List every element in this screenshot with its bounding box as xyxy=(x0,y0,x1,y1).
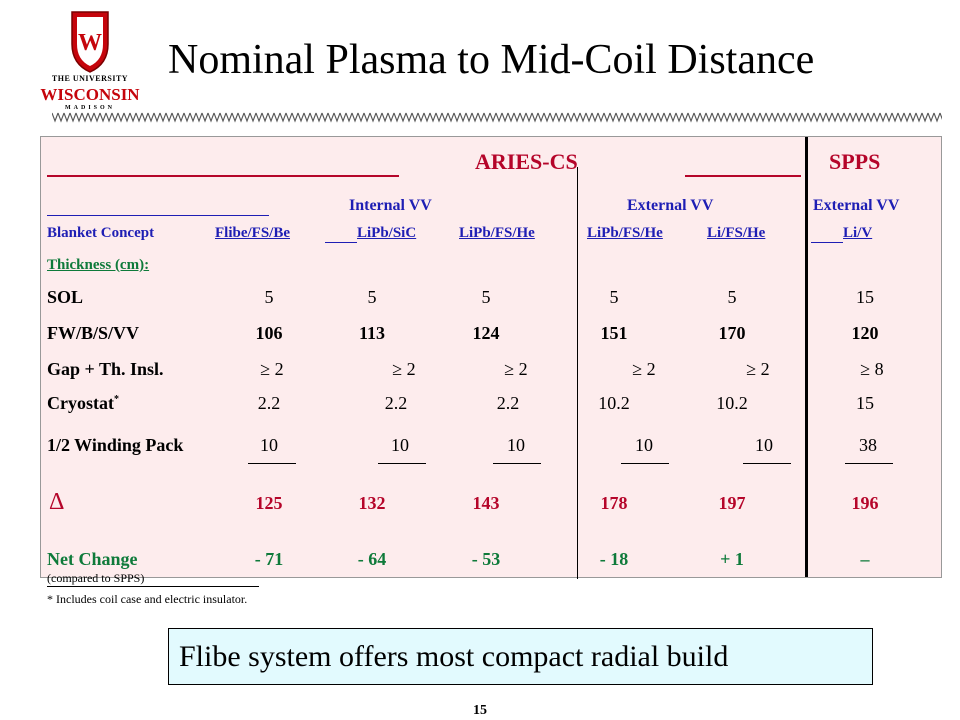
subheader-underline xyxy=(47,215,269,216)
blanket-4: LiPb/FS/He xyxy=(587,225,663,241)
row-label-sol: SOL xyxy=(47,287,84,307)
divider-internal-external xyxy=(577,167,578,579)
header-underline-left xyxy=(47,175,399,177)
footnote: * Includes coil case and electric insula… xyxy=(47,592,248,606)
crest-icon: W xyxy=(71,11,109,73)
sol-value: 15 xyxy=(856,287,874,307)
subheader-external-vv-spps: External VV xyxy=(813,197,900,214)
net-change-label: Net Change xyxy=(47,549,138,569)
net-change-note-text: (compared to SPPS) xyxy=(47,571,259,587)
header-aries-cs: ARIES-CS xyxy=(475,149,578,174)
gap-value: ≥ 2 xyxy=(632,359,656,379)
header-spps: SPPS xyxy=(829,149,881,174)
header-underline-mid xyxy=(685,175,801,177)
sol-value: 5 xyxy=(481,287,491,307)
fw-value: 113 xyxy=(358,323,385,343)
net-change-value: + 1 xyxy=(720,549,744,569)
winding-value: 10 xyxy=(391,435,409,455)
cryostat-value: 10.2 xyxy=(716,393,748,413)
cryostat-footnote-mark: * xyxy=(113,394,119,405)
university-logo: W THE UNIVERSITY WISCONSIN MADISON xyxy=(40,8,140,111)
net-change-value: - 64 xyxy=(357,549,387,569)
thickness-label: Thickness (cm): xyxy=(47,257,150,273)
delta-value: 196 xyxy=(851,493,879,513)
cryostat-value: 2.2 xyxy=(257,393,281,413)
divider-aries-spps xyxy=(805,137,808,577)
logo-line2: WISCONSIN xyxy=(40,85,140,104)
logo-line3: MADISON xyxy=(64,105,115,111)
cryostat-label-text: Cryostat xyxy=(47,393,114,413)
winding-value: 10 xyxy=(507,435,525,455)
blanket-underline-gap1 xyxy=(325,242,357,243)
sum-line xyxy=(378,463,426,464)
cryostat-value: 15 xyxy=(856,393,874,413)
sum-line xyxy=(743,463,791,464)
sol-value: 5 xyxy=(609,287,619,307)
fw-value: 124 xyxy=(472,323,500,343)
row-label-cryostat: Cryostat* xyxy=(47,393,119,414)
blanket-underline-gap2 xyxy=(811,242,843,243)
page-title: Nominal Plasma to Mid-Coil Distance xyxy=(168,37,815,83)
sum-line xyxy=(621,463,669,464)
net-change-value: – xyxy=(860,549,870,569)
gap-value: ≥ 2 xyxy=(392,359,416,379)
sol-value: 5 xyxy=(367,287,377,307)
net-change-note: (compared to SPPS) xyxy=(47,571,259,587)
blanket-6: Li/V xyxy=(843,225,873,241)
winding-value: 10 xyxy=(635,435,653,455)
winding-value: 10 xyxy=(260,435,278,455)
cryostat-value: 10.2 xyxy=(598,393,630,413)
sum-line xyxy=(493,463,541,464)
blanket-concept-label: Blanket Concept xyxy=(47,225,155,241)
net-change-value: - 18 xyxy=(599,549,629,569)
delta-value: 143 xyxy=(472,493,500,513)
svg-text:W: W xyxy=(78,30,102,56)
decorative-divider xyxy=(52,110,942,124)
fw-value: 151 xyxy=(600,323,628,343)
delta-value: 178 xyxy=(600,493,628,513)
sum-line xyxy=(845,463,893,464)
blanket-1: Flibe/FS/Be xyxy=(215,225,290,241)
data-table-panel: ARIES-CS SPPS Internal VV External VV Ex… xyxy=(40,136,942,579)
page-number: 15 xyxy=(473,703,487,718)
fw-value: 120 xyxy=(851,323,879,343)
callout-text: Flibe system offers most compact radial … xyxy=(179,640,729,673)
cryostat-value: 2.2 xyxy=(496,393,520,413)
delta-value: 197 xyxy=(718,493,746,513)
fw-value: 106 xyxy=(255,323,283,343)
subheader-external-vv: External VV xyxy=(627,197,714,214)
sol-value: 5 xyxy=(264,287,274,307)
delta-label: Δ xyxy=(49,489,65,515)
row-label-fw: FW/B/S/VV xyxy=(47,323,140,343)
gap-value: ≥ 2 xyxy=(504,359,528,379)
net-change-value: - 71 xyxy=(254,549,284,569)
logo-line1: THE UNIVERSITY xyxy=(51,74,129,83)
blanket-3: LiPb/FS/He xyxy=(459,225,535,241)
net-change-value: - 53 xyxy=(471,549,501,569)
sum-line xyxy=(248,463,296,464)
blanket-5: Li/FS/He xyxy=(707,225,766,241)
blanket-2: LiPb/SiC xyxy=(357,225,417,241)
subheader-internal-vv: Internal VV xyxy=(349,197,432,214)
row-label-winding: 1/2 Winding Pack xyxy=(47,435,184,455)
cryostat-value: 2.2 xyxy=(384,393,408,413)
callout-box: Flibe system offers most compact radial … xyxy=(168,628,873,685)
row-label-gap: Gap + Th. Insl. xyxy=(47,359,164,379)
gap-value: ≥ 2 xyxy=(260,359,284,379)
gap-value: ≥ 8 xyxy=(860,359,884,379)
gap-value: ≥ 2 xyxy=(746,359,770,379)
sol-value: 5 xyxy=(727,287,737,307)
fw-value: 170 xyxy=(718,323,746,343)
winding-value: 10 xyxy=(755,435,773,455)
delta-value: 125 xyxy=(255,493,283,513)
winding-value: 38 xyxy=(859,435,877,455)
delta-value: 132 xyxy=(358,493,386,513)
